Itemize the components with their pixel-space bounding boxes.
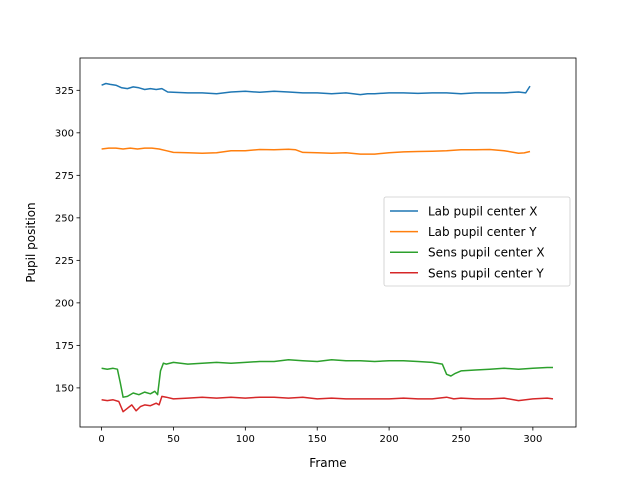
legend: Lab pupil center X Lab pupil center Y Sens…	[383, 196, 571, 287]
series-line-1	[101, 147, 531, 155]
y-axis-label: Pupil position	[24, 202, 38, 282]
y-tick-label: 200	[55, 298, 74, 309]
x-tick-label: 300	[523, 434, 542, 445]
x-tick-label: 150	[308, 434, 327, 445]
y-tick-label: 225	[55, 256, 74, 267]
x-tick-label: 50	[167, 434, 180, 445]
series-line-3	[101, 395, 554, 413]
axes-layer: 0 50 100 150 200 250 300 150 175 200 225 250 275 300 3…	[55, 86, 543, 445]
legend-label: Sens pupil center Y	[428, 266, 544, 280]
legend-frame	[383, 196, 571, 287]
y-tick-label: 325	[55, 86, 74, 97]
y-tick-label: 150	[55, 383, 74, 394]
y-tick-label: 275	[55, 171, 74, 182]
plot-frame	[79, 57, 577, 428]
x-axis-label: Frame	[309, 456, 346, 470]
x-tick-label: 200	[380, 434, 399, 445]
series-layer	[101, 82, 554, 413]
y-tick-label: 250	[55, 213, 74, 224]
x-tick-label: 0	[98, 434, 104, 445]
x-tick-label: 250	[451, 434, 470, 445]
y-tick-label: 300	[55, 128, 74, 139]
y-tick-label: 175	[55, 341, 74, 352]
legend-label: Sens pupil center X	[428, 246, 545, 260]
legend-label: Lab pupil center X	[428, 205, 537, 219]
series-line-2	[101, 359, 553, 398]
legend-label: Lab pupil center Y	[428, 225, 537, 239]
series-line-0	[101, 82, 531, 96]
x-tick-label: 100	[236, 434, 255, 445]
